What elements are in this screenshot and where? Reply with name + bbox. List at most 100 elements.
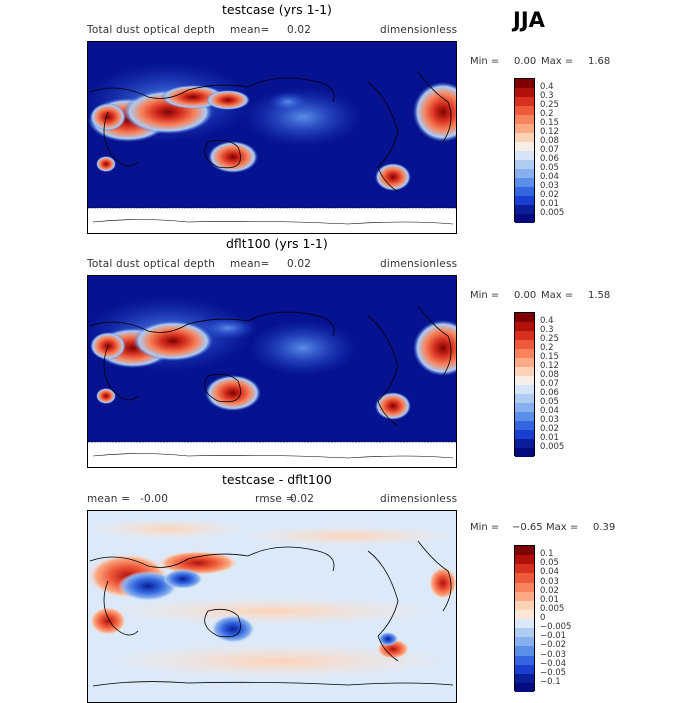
- colorbar-segment: [515, 106, 534, 115]
- panel1-max-value: 1.68: [588, 56, 611, 67]
- colorbar-segment: [515, 214, 534, 223]
- colorbar-segment: [515, 196, 534, 205]
- colorbar-tick-label: 0.04: [540, 567, 559, 578]
- colorbar-segment: [515, 591, 534, 601]
- panel2-colorbar: [514, 312, 535, 457]
- colorbar-tick-label: −0.005: [540, 622, 572, 633]
- colorbar-tick-label: 0.005: [540, 208, 565, 218]
- panel1-colorbar: [514, 78, 535, 223]
- colorbar-segment: [515, 637, 534, 647]
- colorbar-segment: [515, 646, 534, 656]
- colorbar-segment: [515, 169, 534, 178]
- colorbar-segment: [515, 573, 534, 583]
- panel1-map: [87, 41, 457, 234]
- colorbar-tick-label: 0.03: [540, 576, 559, 587]
- colorbar-tick-label: 0.08: [540, 136, 559, 146]
- colorbar-segment: [515, 582, 534, 592]
- colorbar-tick-label: 0.01: [540, 594, 559, 605]
- colorbar-segment: [515, 564, 534, 574]
- panel2-max-value: 1.58: [588, 290, 611, 301]
- colorbar-segment: [515, 331, 534, 340]
- colorbar-segment: [515, 142, 534, 151]
- colorbar-segment: [515, 664, 534, 674]
- colorbar-segment: [515, 187, 534, 196]
- panel2-mean-label: mean=: [230, 258, 270, 270]
- colorbar-segment: [515, 115, 534, 124]
- colorbar-tick-label: 0.04: [540, 406, 559, 416]
- colorbar-segment: [515, 205, 534, 214]
- colorbar-tick-label: 0.3: [540, 325, 554, 335]
- colorbar-segment: [515, 97, 534, 106]
- colorbar-segment: [515, 394, 534, 403]
- colorbar-tick-label: 0.01: [540, 433, 559, 443]
- colorbar-tick-label: −0.1: [540, 676, 561, 687]
- colorbar-segment: [515, 555, 534, 565]
- panel1-mean-value: 0.02: [287, 24, 312, 36]
- panel3-mean-value: -0.00: [140, 493, 169, 505]
- panel1-units: dimensionless: [380, 24, 458, 36]
- panel1-variable-label: Total dust optical depth: [87, 24, 216, 36]
- panel2-map: [87, 275, 457, 468]
- panel2-max-label: Max =: [541, 290, 574, 301]
- colorbar-tick-label: 0.07: [540, 145, 559, 155]
- colorbar-segment: [515, 439, 534, 448]
- panel1-min-value: 0.00: [514, 56, 537, 67]
- colorbar-tick-label: 0.005: [540, 442, 565, 452]
- colorbar-tick-label: 0.07: [540, 379, 559, 389]
- colorbar-segment: [515, 160, 534, 169]
- panel2-units: dimensionless: [380, 258, 458, 270]
- colorbar-segment: [515, 682, 534, 692]
- colorbar-segment: [515, 349, 534, 358]
- colorbar-segment: [515, 412, 534, 421]
- colorbar-segment: [515, 673, 534, 683]
- colorbar-segment: [515, 178, 534, 187]
- panel1-title: testcase (yrs 1-1): [222, 2, 332, 17]
- colorbar-tick-label: −0.04: [540, 658, 567, 669]
- panel3-colorbar: [514, 545, 535, 692]
- panel3-units: dimensionless: [380, 493, 458, 505]
- panel2-min-label: Min =: [470, 290, 500, 301]
- colorbar-segment: [515, 322, 534, 331]
- panel1-min-label: Min =: [470, 56, 500, 67]
- colorbar-tick-label: 0.12: [540, 127, 559, 137]
- colorbar-segment: [515, 88, 534, 97]
- colorbar-segment: [515, 124, 534, 133]
- colorbar-segment: [515, 79, 534, 88]
- colorbar-tick-label: 0.15: [540, 118, 559, 128]
- panel1-map-svg: [88, 42, 456, 233]
- colorbar-segment: [515, 430, 534, 439]
- panel3-rmse-label: rmse =: [255, 493, 295, 505]
- colorbar-segment: [515, 421, 534, 430]
- panel3-map-svg: [88, 511, 456, 702]
- colorbar-tick-label: −0.02: [540, 640, 567, 651]
- colorbar-tick-label: 0.02: [540, 424, 559, 434]
- colorbar-tick-label: 0: [540, 613, 546, 623]
- colorbar-tick-label: 0.12: [540, 361, 559, 371]
- colorbar-segment: [515, 619, 534, 629]
- colorbar-segment: [515, 600, 534, 610]
- colorbar-segment: [515, 313, 534, 322]
- panel1-mean-label: mean=: [230, 24, 270, 36]
- colorbar-segment: [515, 628, 534, 638]
- colorbar-tick-label: 0.4: [540, 82, 554, 92]
- colorbar-segment: [515, 403, 534, 412]
- colorbar-segment: [515, 376, 534, 385]
- panel2-mean-value: 0.02: [287, 258, 312, 270]
- colorbar-segment: [515, 385, 534, 394]
- colorbar-tick-label: 0.04: [540, 172, 559, 182]
- panel3-map: [87, 510, 457, 703]
- colorbar-tick-label: 0.2: [540, 109, 554, 119]
- colorbar-tick-label: −0.03: [540, 649, 567, 660]
- colorbar-segment: [515, 448, 534, 457]
- panel2-map-svg: [88, 276, 456, 467]
- colorbar-tick-label: 0.02: [540, 585, 559, 596]
- colorbar-tick-label: 0.25: [540, 334, 559, 344]
- colorbar-tick-label: 0.3: [540, 91, 554, 101]
- colorbar-segment: [515, 546, 534, 556]
- season-label: JJA: [513, 8, 545, 32]
- colorbar-tick-label: 0.08: [540, 370, 559, 380]
- colorbar-segment: [515, 133, 534, 142]
- colorbar-tick-label: 0.03: [540, 181, 559, 191]
- panel1-max-label: Max =: [541, 56, 574, 67]
- colorbar-tick-label: 0.05: [540, 397, 559, 407]
